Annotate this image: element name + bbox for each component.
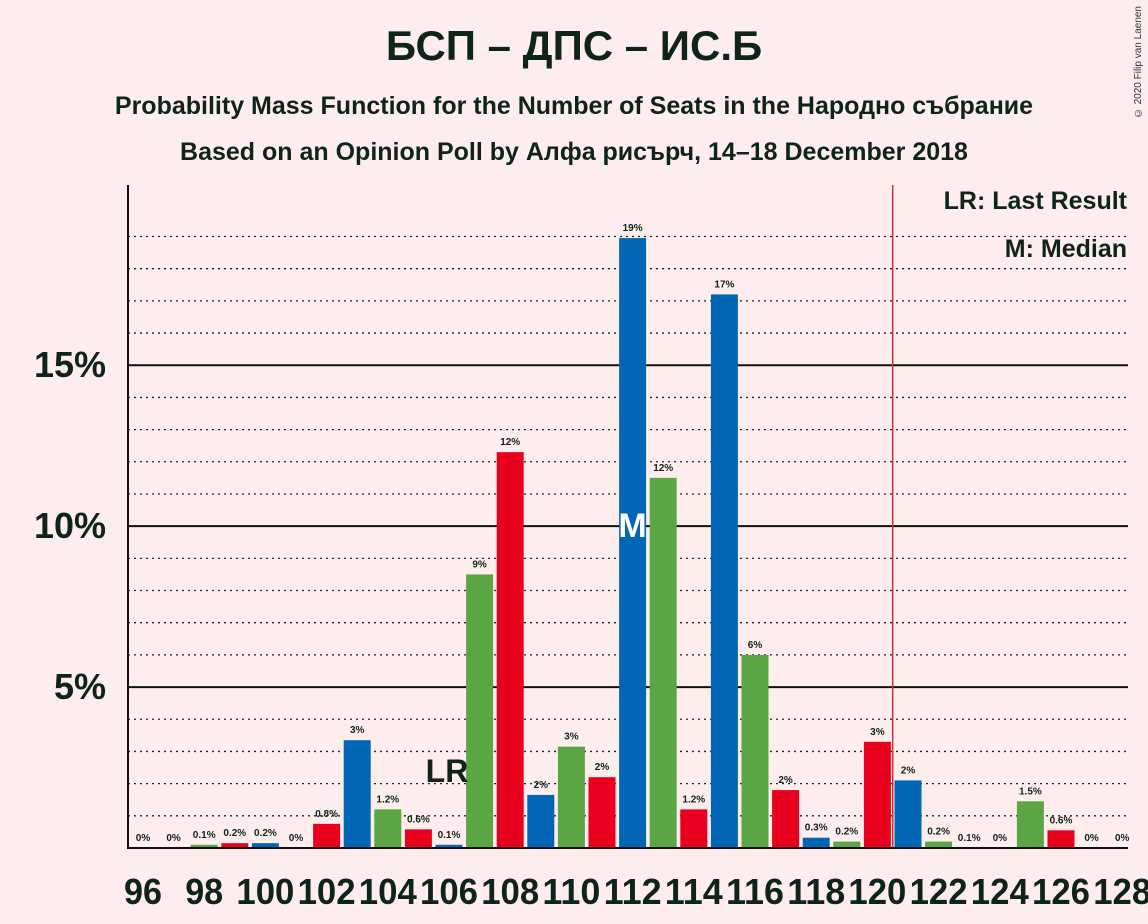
bar-seat-103	[343, 740, 371, 848]
bar-seat-114	[680, 809, 708, 848]
bar-value-label: 3%	[870, 727, 885, 738]
x-tick-label: 98	[185, 871, 223, 912]
bar-seat-122	[925, 841, 953, 848]
x-tick-label: 96	[124, 871, 162, 912]
legend-median: M: Median	[1005, 235, 1127, 263]
x-tick-label: 102	[298, 871, 356, 912]
bar-seat-120	[863, 741, 891, 848]
bar-value-label: 0.2%	[254, 828, 277, 839]
bar-seat-119	[833, 841, 861, 848]
bar-value-label: 0.2%	[835, 827, 858, 838]
bar-value-label: 0.1%	[958, 833, 981, 844]
chart-source-line: Based on an Opinion Poll by Алфа рисърч,…	[180, 138, 968, 166]
bar-seat-117	[772, 790, 800, 848]
bar-seat-108	[496, 452, 524, 848]
chart-subtitle: Probability Mass Function for the Number…	[114, 92, 1034, 120]
bar-value-label: 0%	[166, 833, 181, 844]
bar-seat-121	[894, 780, 922, 848]
x-tick-label: 128	[1093, 871, 1148, 912]
bar-value-label: 0.8%	[315, 809, 338, 820]
median-marker: M	[618, 507, 646, 545]
axes-group: 96 98 100 102 104 106 108 110 112 114 116 118 120 122…	[124, 185, 1148, 912]
bar-value-label: 0%	[289, 833, 304, 844]
bar-value-label: 1.5%	[1019, 786, 1042, 797]
x-tick-label: 122	[910, 871, 968, 912]
bar-value-label: 17%	[714, 279, 734, 290]
bar-value-label: 0.6%	[407, 814, 430, 825]
bar-seat-98	[190, 844, 218, 848]
bar-value-label: 0%	[1084, 833, 1099, 844]
bar-value-label: 6%	[748, 640, 763, 651]
bar-value-label: 12%	[500, 437, 520, 448]
bar-labels-group: 0% 0% 0.1% 0.2% 0.2% 0% 0.8% 3% 1.2% 0.6% 0.1% 9% 12…	[136, 223, 1130, 844]
bar-seat-126	[1047, 830, 1075, 848]
bar-seat-111	[588, 777, 616, 848]
bar-value-label: 0.2%	[927, 827, 950, 838]
bar-value-label: 2%	[901, 765, 916, 776]
x-tick-label: 112	[604, 871, 662, 912]
x-tick-label: 104	[359, 871, 417, 912]
bar-seat-100	[251, 843, 279, 848]
bar-value-label: 12%	[653, 463, 673, 474]
bar-value-label: 2%	[778, 775, 793, 786]
bar-seat-109	[527, 794, 555, 848]
x-tick-label: 108	[481, 871, 539, 912]
bars-group	[190, 238, 1075, 848]
legend-last-result: LR: Last Result	[944, 187, 1128, 215]
y-tick-label: 10%	[34, 505, 106, 546]
bar-value-label: 0.2%	[223, 828, 246, 839]
bar-seat-118	[802, 837, 830, 848]
x-tick-label: 106	[420, 871, 478, 912]
bar-value-label: 19%	[623, 223, 643, 234]
x-tick-label: 110	[542, 871, 600, 912]
bar-value-label: 0.6%	[1050, 815, 1073, 826]
bar-seat-113	[649, 477, 677, 848]
bar-value-label: 0%	[136, 833, 151, 844]
bar-seat-110	[557, 746, 585, 848]
bar-value-label: 0%	[1115, 833, 1130, 844]
bar-value-label: 1.2%	[376, 794, 399, 805]
x-tick-label: 114	[665, 871, 723, 912]
chart-title: БСП – ДПС – ИС.Б	[385, 22, 763, 69]
x-tick-label: 116	[726, 871, 784, 912]
gridlines: 5% 10% 15%	[34, 235, 1128, 817]
bar-value-label: 3%	[350, 725, 365, 736]
bar-seat-116	[741, 654, 769, 848]
bar-seat-104	[374, 809, 402, 848]
x-tick-label: 120	[848, 871, 906, 912]
bar-value-label: 0.1%	[438, 830, 461, 841]
bar-value-label: 9%	[472, 559, 487, 570]
bar-value-label: 2%	[595, 762, 610, 773]
bar-value-label: 3%	[564, 732, 579, 743]
last-result-marker: LR	[426, 753, 469, 789]
x-tick-label: 126	[1032, 871, 1090, 912]
bar-seat-105	[404, 829, 432, 848]
bar-value-label: 2%	[534, 780, 549, 791]
bar-seat-106	[435, 844, 463, 848]
bar-seat-125	[1016, 801, 1044, 848]
bar-value-label: 1.2%	[682, 794, 705, 805]
y-tick-label: 15%	[34, 344, 106, 385]
bar-seat-107	[466, 574, 494, 848]
bar-value-label: 0.3%	[805, 823, 828, 834]
x-tick-label: 124	[971, 871, 1029, 912]
bar-seat-115	[710, 294, 738, 848]
x-tick-label: 100	[236, 871, 294, 912]
bar-seat-112	[619, 238, 647, 848]
bar-seat-99	[221, 843, 249, 848]
bar-value-label: 0%	[993, 833, 1008, 844]
bar-value-label: 0.1%	[193, 830, 216, 841]
x-tick-label: 118	[787, 871, 845, 912]
y-tick-label: 5%	[54, 666, 106, 707]
bar-seat-102	[313, 823, 341, 848]
